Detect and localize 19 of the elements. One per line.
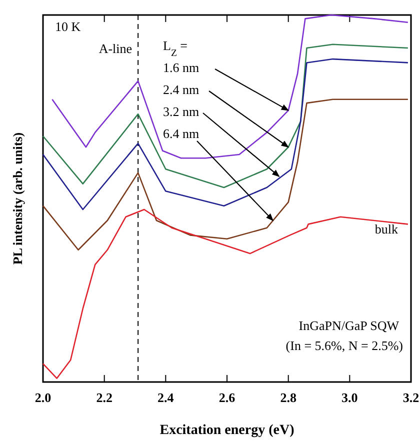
x-tick-label: 2.6 (218, 390, 236, 405)
annotation: InGaPN/GaP SQW (298, 318, 400, 333)
annotation: 2.4 nm (163, 82, 200, 97)
x-tick-label: 2.0 (34, 390, 52, 405)
y-axis-title: PL intensity (arb. units) (10, 132, 25, 265)
x-tick-label: 2.8 (280, 390, 297, 405)
x-tick-label: 3.2 (402, 390, 420, 405)
annotation: L$_{Z}$ = (163, 38, 188, 58)
annotation: 1.6 nm (163, 60, 200, 75)
annotation: bulk (374, 222, 399, 237)
annotation: 3.2 nm (163, 104, 200, 119)
x-tick-label: 2.4 (158, 390, 174, 405)
annotation: 6.4 nm (163, 126, 200, 141)
ref-line-label: A-line (98, 41, 132, 56)
annotation: (In = 5.6%, N = 2.5%) (286, 338, 403, 353)
annotation: 10 K (55, 19, 82, 34)
x-tick-label: 3.0 (342, 390, 358, 405)
x-tick-label: 2.2 (96, 390, 112, 405)
x-axis-title: Excitation energy (eV) (160, 423, 295, 438)
